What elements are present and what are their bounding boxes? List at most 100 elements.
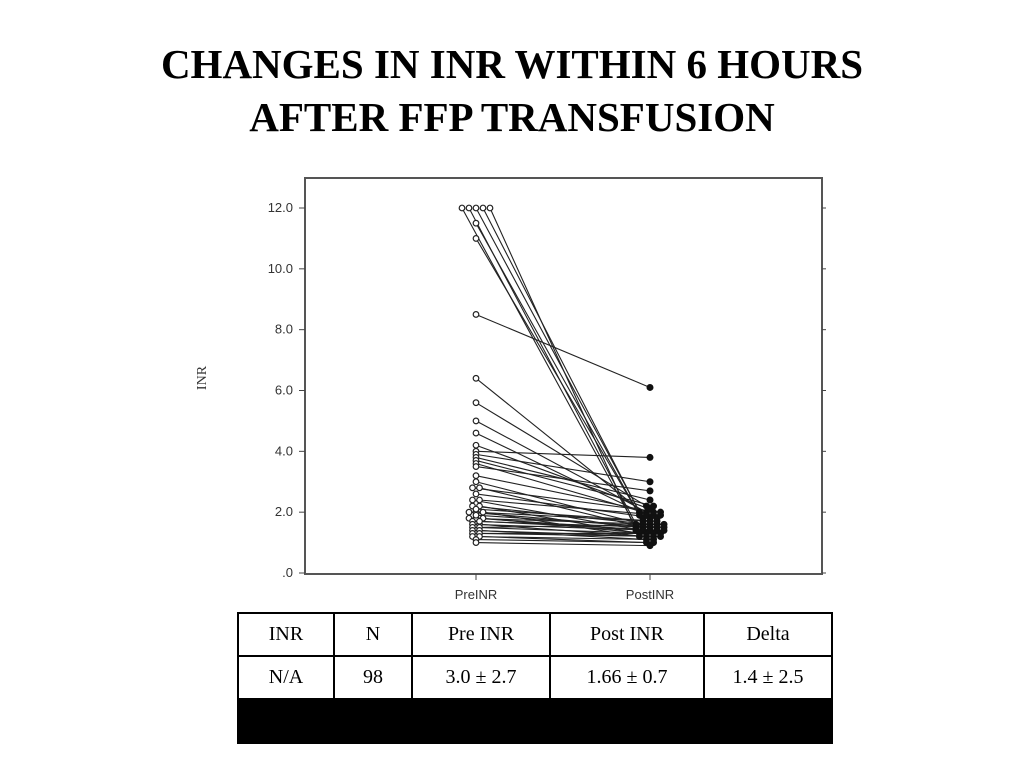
post-inr-point	[646, 487, 654, 495]
pre-inr-point	[486, 204, 494, 212]
post-inr-point	[646, 478, 654, 486]
pair-line	[479, 499, 661, 516]
blank-cell	[703, 698, 833, 744]
pair-line	[472, 487, 661, 513]
summary-table: INR N Pre INR Post INR Delta N/A 98 3.0 …	[237, 612, 833, 744]
post-inr-point	[657, 511, 664, 519]
post-inr-point	[653, 517, 661, 525]
cell-delta: 1.4 ± 2.5	[703, 655, 833, 700]
y-tick-label: 10.0	[268, 261, 293, 276]
post-inr-point	[646, 453, 654, 461]
blank-cell	[237, 698, 335, 744]
pair-line	[472, 523, 658, 531]
post-inr-point	[650, 502, 657, 510]
pair-line	[475, 222, 644, 522]
pair-line	[475, 444, 651, 510]
blank-cell	[549, 698, 705, 744]
post-inr-point	[646, 496, 654, 504]
pre-inr-point	[476, 484, 483, 492]
post-inr-point	[632, 520, 640, 528]
y-tick-label: .0	[282, 565, 293, 580]
pre-inr-point	[472, 311, 480, 318]
header-n: N	[333, 612, 413, 657]
post-inr-point	[650, 508, 657, 516]
pre-inr-point	[472, 490, 480, 498]
pre-inr-point	[476, 496, 483, 504]
pre-inr-point	[472, 441, 480, 449]
x-tick-label: PostINR	[626, 587, 674, 602]
pre-inr-point	[472, 429, 480, 437]
pre-inr-point	[472, 374, 480, 382]
y-tick-label: 12.0	[268, 200, 293, 215]
pre-inr-point	[476, 517, 483, 525]
pre-inr-point	[472, 204, 480, 212]
pair-line	[475, 207, 644, 519]
table-header-row: INR N Pre INR Post INR Delta	[237, 612, 833, 657]
pre-inr-point	[472, 235, 480, 242]
table-row: N/A 98 3.0 ± 2.7 1.66 ± 0.7 1.4 ± 2.5	[237, 655, 833, 700]
blank-cell	[411, 698, 551, 744]
pair-line	[475, 493, 658, 519]
y-axis-label: INR	[195, 365, 210, 390]
post-inr-point	[643, 511, 650, 519]
y-tick-label: 6.0	[275, 383, 293, 398]
pair-line	[475, 538, 654, 544]
pre-inr-point	[469, 484, 476, 492]
table-blank-row	[237, 698, 833, 744]
cell-pre-inr: 3.0 ± 2.7	[411, 655, 551, 700]
cell-inr: N/A	[237, 655, 335, 700]
pre-inr-point	[472, 505, 480, 513]
pre-inr-point	[479, 204, 487, 212]
slide-title: CHANGES IN INR WITHIN 6 HOURS AFTER FFP …	[0, 38, 1024, 144]
pre-inr-point	[472, 463, 480, 470]
pre-inr-point	[458, 204, 466, 212]
pair-line	[475, 453, 651, 483]
pair-line	[475, 238, 640, 516]
blank-cell	[333, 698, 413, 744]
pair-line	[475, 511, 651, 522]
pair-line	[475, 450, 651, 458]
header-pre-inr: Pre INR	[411, 612, 551, 657]
post-inr-point	[657, 533, 664, 540]
inr-chart: .0 2.0 4.0 6.0 8.0 10.0 12.0 INR PreINR PostINR	[195, 177, 826, 602]
plot-frame	[304, 177, 823, 575]
x-tick-label: PreINR	[455, 587, 498, 602]
pair-line	[482, 207, 640, 513]
title-line-1: CHANGES IN INR WITHIN 6 HOURS	[160, 41, 864, 87]
pair-line	[475, 377, 651, 519]
pre-inr-point	[465, 508, 473, 516]
post-inr-point	[636, 511, 643, 519]
y-tick-label: 8.0	[275, 322, 293, 337]
pre-inr-point	[469, 496, 476, 504]
pair-line	[489, 207, 637, 531]
pair-line	[475, 542, 651, 547]
header-inr: INR	[237, 612, 335, 657]
post-inr-point	[660, 526, 668, 534]
pair-line	[475, 432, 647, 516]
y-tick-label: 4.0	[275, 443, 293, 458]
pair-line	[475, 481, 644, 525]
pre-inr-point	[472, 219, 480, 227]
pre-inr-point	[472, 478, 480, 486]
pair-line	[472, 526, 654, 535]
pair-line	[475, 465, 651, 492]
pair-line	[475, 459, 654, 507]
pre-inr-point	[472, 472, 480, 480]
pre-inr-point	[465, 204, 473, 212]
pair-line	[475, 475, 654, 513]
pre-inr-point	[472, 539, 480, 546]
post-inr-point	[646, 383, 654, 391]
pre-inr-point	[479, 508, 487, 516]
post-inr-point	[646, 542, 654, 550]
pair-line	[475, 508, 658, 522]
pre-inr-point	[472, 511, 480, 519]
header-post-inr: Post INR	[549, 612, 705, 657]
pre-inr-point	[472, 399, 480, 407]
y-tick-label: 2.0	[275, 504, 293, 519]
cell-n: 98	[333, 655, 413, 700]
title-line-2: AFTER FFP TRANSFUSION	[249, 94, 775, 140]
pair-line	[475, 313, 651, 388]
post-inr-point	[636, 533, 643, 540]
pair-line	[461, 207, 637, 528]
pair-line	[479, 532, 661, 538]
